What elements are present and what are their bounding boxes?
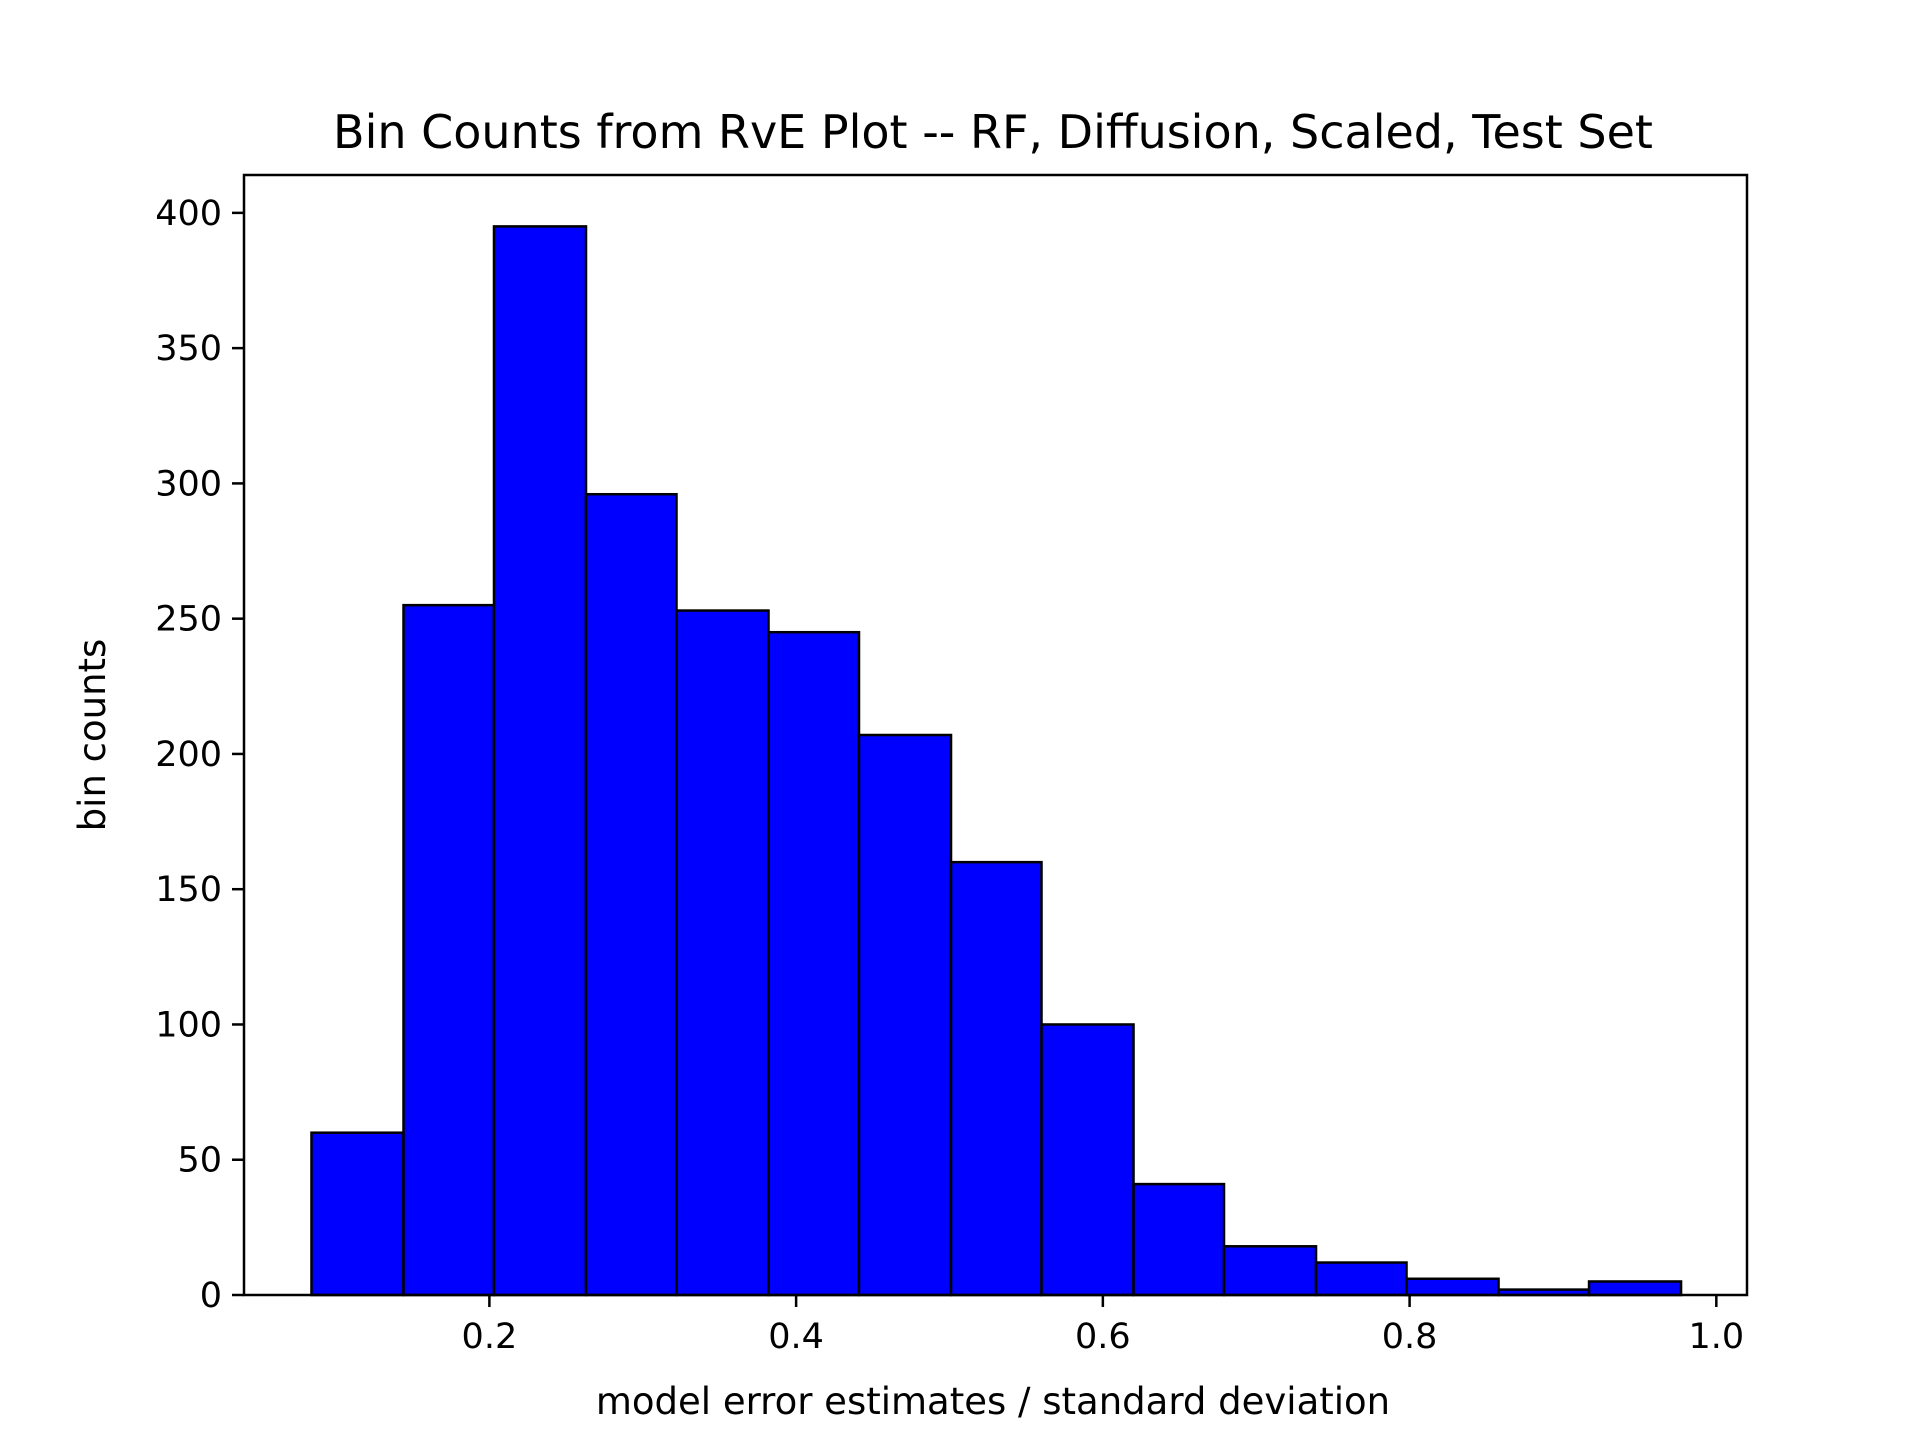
bar-0 <box>310 1131 405 1297</box>
bar-9 <box>1132 1182 1226 1297</box>
bar-12 <box>1405 1277 1500 1297</box>
bar-3 <box>584 492 678 1297</box>
y-tick-label-5: 250 <box>155 600 222 640</box>
y-tick-label-4: 200 <box>155 735 222 775</box>
bar-1 <box>402 603 496 1297</box>
bar-5 <box>767 630 861 1297</box>
bar-8 <box>1040 1023 1135 1297</box>
bar-10 <box>1222 1245 1318 1297</box>
bar-14 <box>1587 1280 1683 1297</box>
y-tick-label-0: 0 <box>200 1276 222 1316</box>
y-tick-label-6: 300 <box>155 464 222 504</box>
y-axis-label: bin counts <box>71 639 114 832</box>
bars-group <box>310 225 1683 1297</box>
bar-4 <box>675 609 770 1297</box>
y-axis: 0 50 100 150 200 250 300 350 400 <box>155 194 244 1316</box>
bar-7 <box>949 860 1043 1297</box>
chart-title: Bin Counts from RvE Plot -- RF, Diffusio… <box>333 105 1653 159</box>
x-tick-label-4: 1.0 <box>1688 1317 1744 1357</box>
x-tick-label-3: 0.8 <box>1382 1317 1438 1357</box>
x-tick-label-1: 0.4 <box>768 1317 824 1357</box>
plot-frame <box>242 173 1749 1297</box>
y-tick-label-8: 400 <box>155 194 222 234</box>
y-tick-label-1: 50 <box>177 1141 222 1181</box>
bar-11 <box>1314 1261 1408 1297</box>
y-tick-label-3: 150 <box>155 870 222 910</box>
y-tick-label-2: 100 <box>155 1005 222 1045</box>
bar-6 <box>857 733 953 1297</box>
bar-2 <box>492 225 588 1297</box>
y-tick-label-7: 350 <box>155 329 222 369</box>
x-axis-label: model error estimates / standard deviati… <box>596 1380 1390 1423</box>
x-tick-label-0: 0.2 <box>462 1317 518 1357</box>
x-tick-label-2: 0.6 <box>1075 1317 1131 1357</box>
x-axis: 0.2 0.4 0.6 0.8 1.0 <box>462 1295 1744 1357</box>
